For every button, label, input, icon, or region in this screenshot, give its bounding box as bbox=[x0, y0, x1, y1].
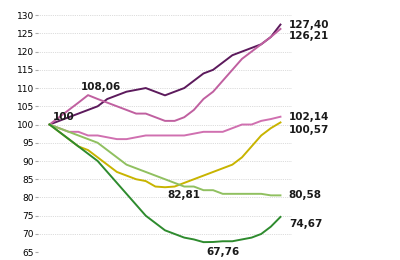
Text: 126,21: 126,21 bbox=[289, 31, 329, 41]
Text: 67,76: 67,76 bbox=[206, 247, 240, 257]
Text: 82,81: 82,81 bbox=[168, 190, 201, 200]
Text: 102,14: 102,14 bbox=[289, 112, 329, 122]
Text: 127,40: 127,40 bbox=[289, 20, 329, 30]
Text: 100: 100 bbox=[52, 112, 74, 122]
Text: 80,58: 80,58 bbox=[289, 190, 322, 200]
Text: 74,67: 74,67 bbox=[289, 219, 322, 229]
Text: 108,06: 108,06 bbox=[81, 82, 121, 92]
Text: 100,57: 100,57 bbox=[289, 125, 329, 135]
